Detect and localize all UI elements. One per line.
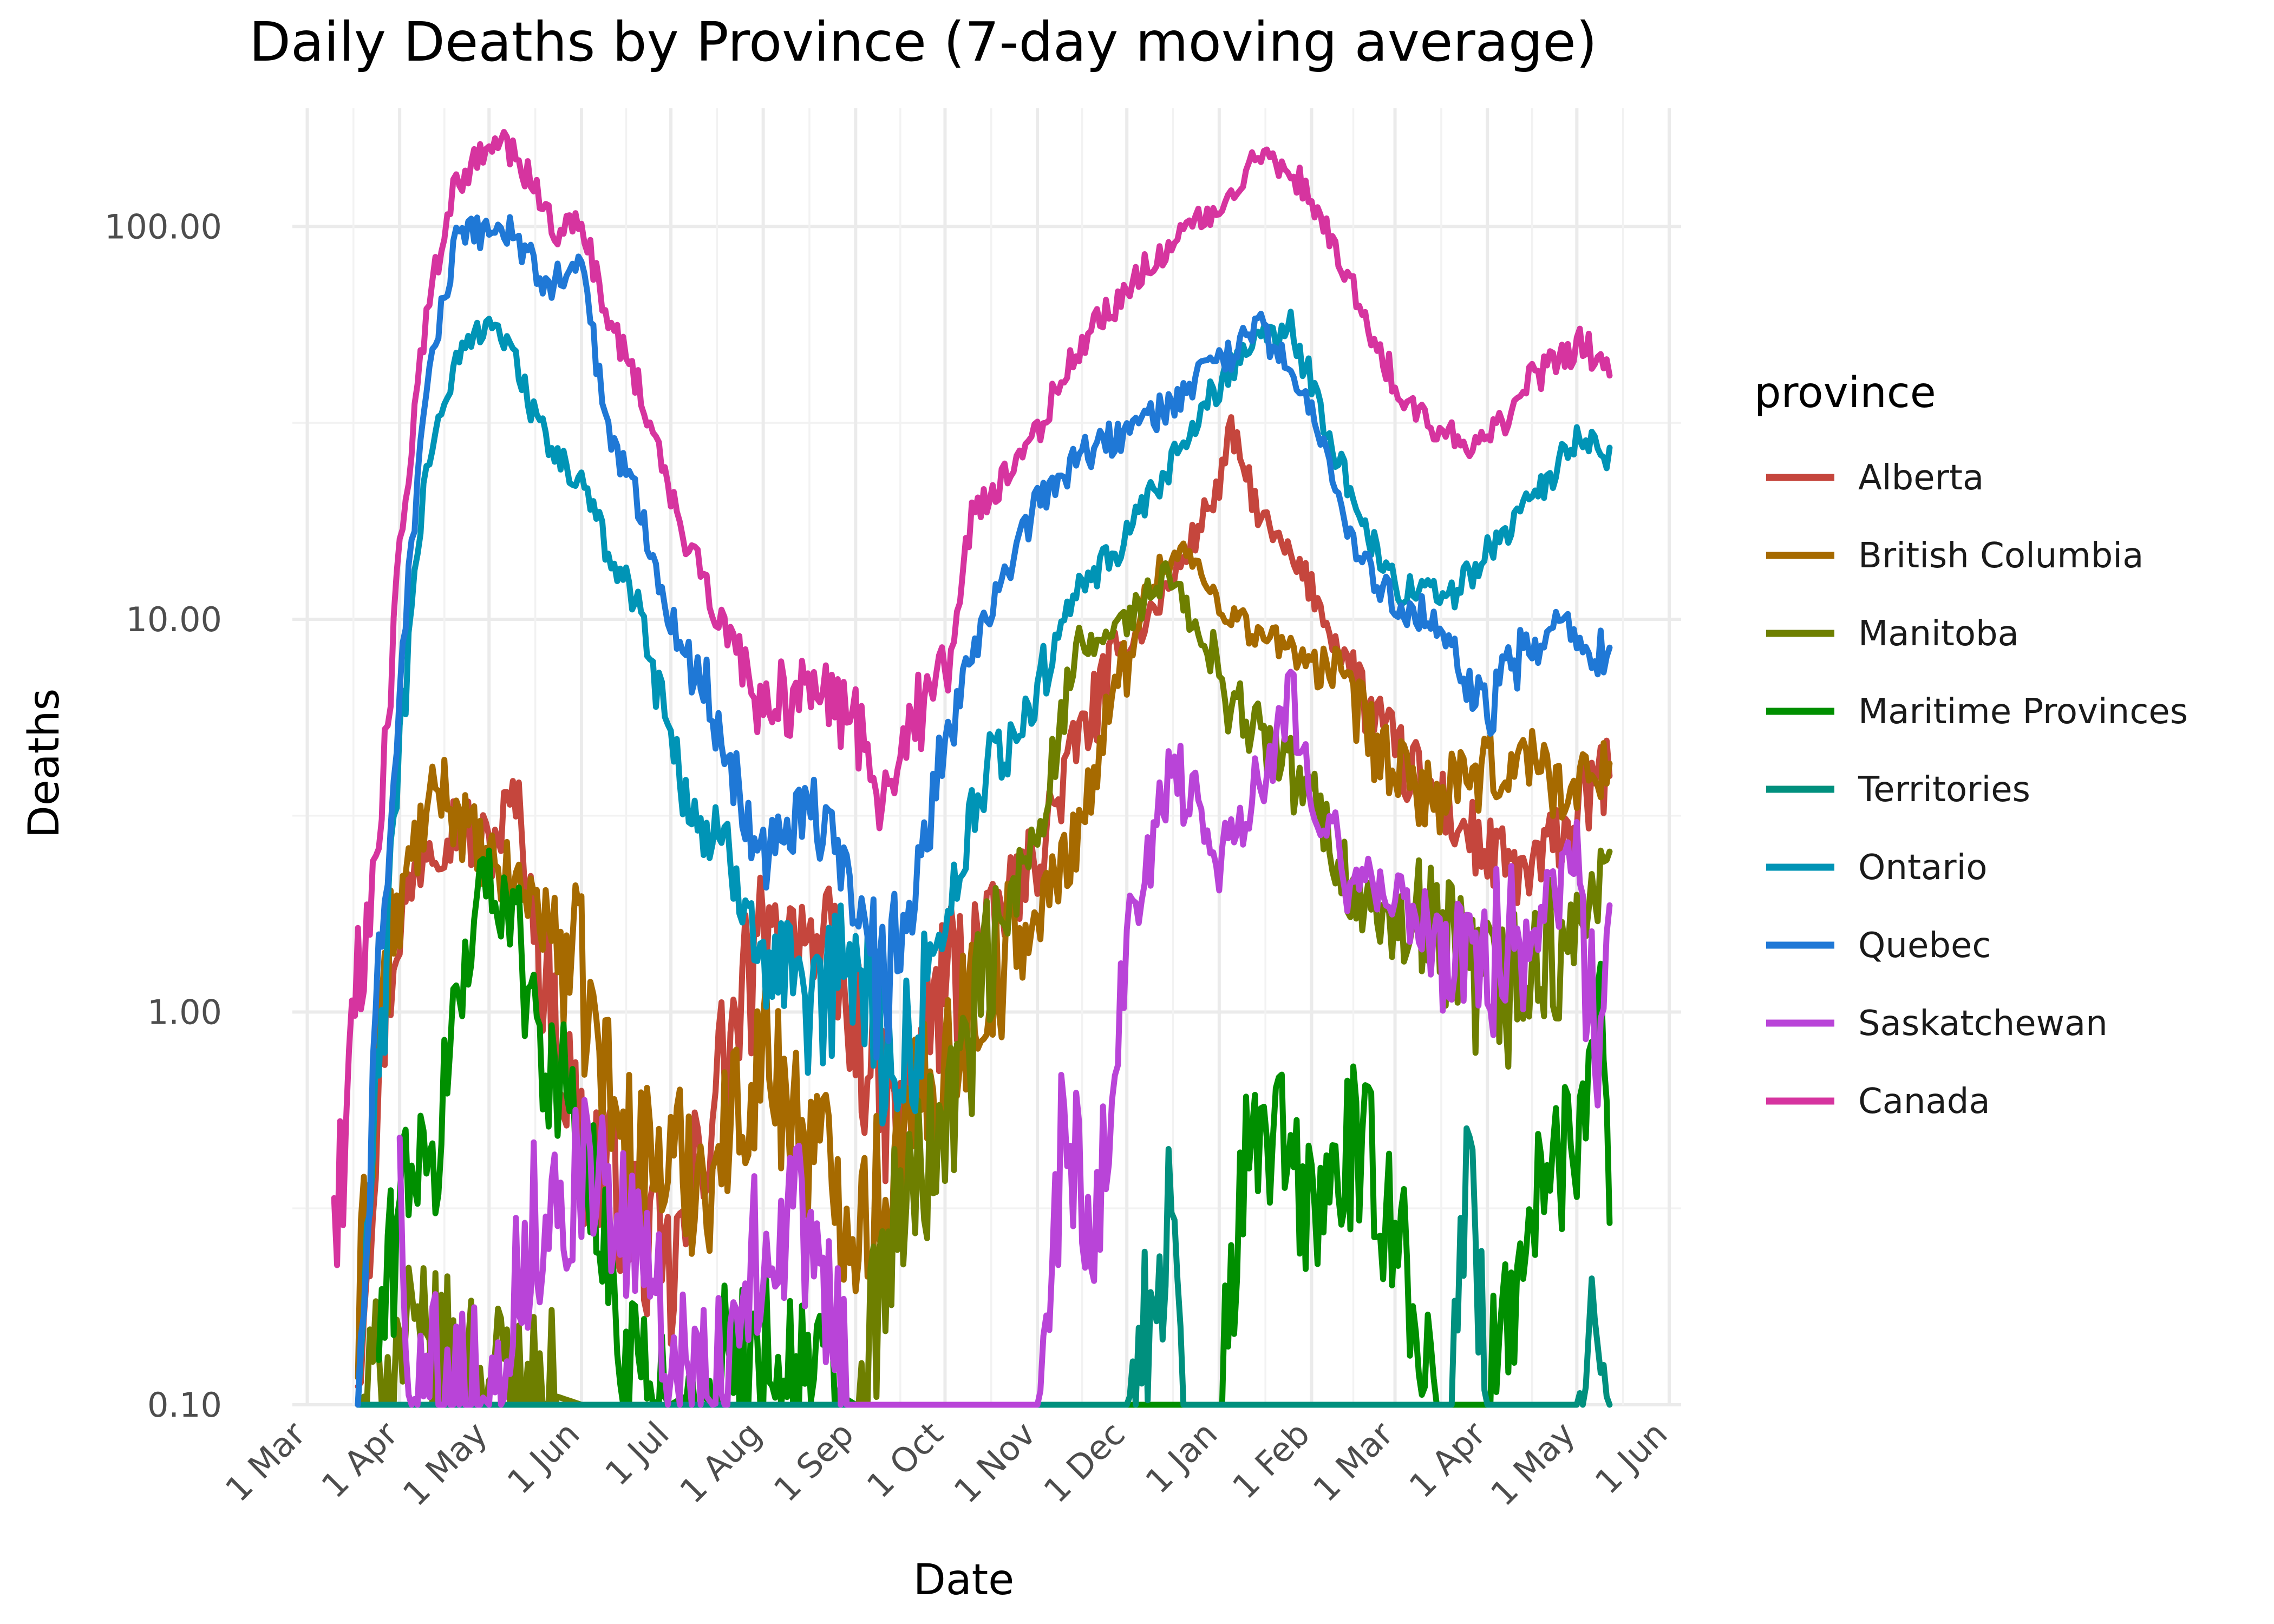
y-tick-label: 100.00 — [104, 207, 222, 246]
legend-label: Quebec — [1858, 926, 1991, 966]
chart-title: Daily Deaths by Province (7-day moving a… — [249, 10, 1597, 74]
series-line-quebec — [355, 214, 1613, 1408]
x-axis-title: Date — [913, 1556, 1014, 1605]
series-line-saskatchewan — [396, 669, 1613, 1408]
legend-label: Saskatchewan — [1858, 1004, 2108, 1044]
y-tick-label: 0.10 — [147, 1385, 222, 1425]
legend-label: Manitoba — [1858, 614, 2019, 654]
series-line-canada — [331, 129, 1613, 1268]
legend-label: Alberta — [1858, 458, 1984, 498]
y-tick-label: 1.00 — [147, 992, 222, 1032]
legend-label: Territories — [1858, 770, 2030, 810]
series-lines — [331, 129, 1613, 1408]
legend-title: province — [1754, 369, 1936, 417]
legend-label: Maritime Provinces — [1858, 692, 2188, 732]
legend-label: Ontario — [1858, 848, 1988, 888]
y-axis-title: Deaths — [20, 689, 69, 839]
legend: province Alberta British Columbia Manitoba… — [1754, 369, 2188, 1122]
legend-label: British Columbia — [1858, 536, 2144, 576]
series-line-british-columbia — [355, 540, 1613, 1381]
y-tick-label: 10.00 — [126, 600, 223, 639]
legend-label: Canada — [1858, 1082, 1990, 1122]
y-axis-ticks: 0.10 1.00 10.00 100.00 — [104, 207, 222, 1425]
